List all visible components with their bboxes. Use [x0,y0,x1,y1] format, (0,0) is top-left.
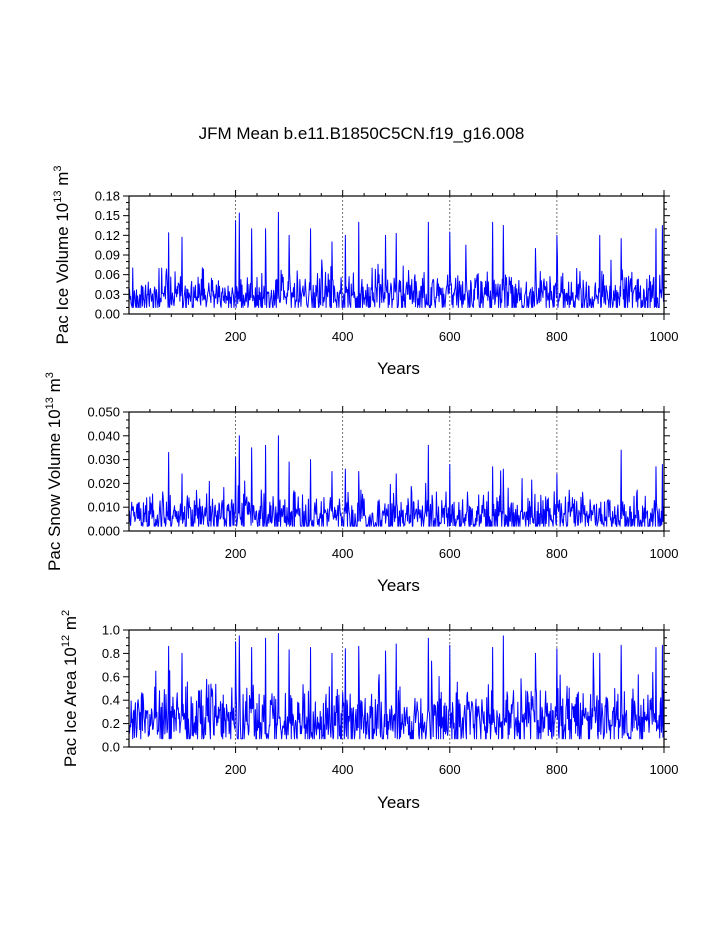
y-tick-label: 0.6 [102,669,120,684]
panel-2: 200 400 600 800 1000 0.000 0.010 0.020 0.030 0.04… [44,372,678,595]
y-tick-label: 1.0 [102,623,120,638]
y-tick-label: 0.8 [102,646,120,661]
y-axis-title: Pac Ice Area 1012 m2 [60,610,80,767]
series-line-pac-ice-area [128,633,665,740]
x-tick-label-400: 400 [332,546,354,561]
y-tick-label: 0.040 [87,428,120,443]
series-line-pac-snow-volume [128,435,665,527]
x-tick-label-400: 400 [332,329,354,344]
y-tick-label: 0.010 [87,500,120,515]
y-axis-title: Pac Ice Volume 1013 m3 [52,165,72,344]
x-tick-label-1000: 1000 [650,329,679,344]
y-tick-label: 0.2 [102,716,120,731]
x-axis-title: Years [377,793,420,812]
y-tick-label: 0.0 [102,740,120,755]
y-tick-label: 0.12 [95,228,120,243]
x-tick-label-200: 200 [225,762,247,777]
y-axis-title-superscript: 3 [44,372,56,378]
y-axis-title-superscript: 12 [60,635,72,647]
plot-frame [128,411,665,532]
y-axis-title-superscript: 3 [52,165,64,171]
page-title: JFM Mean b.e11.B1850C5CN.f19_g16.008 [198,124,525,143]
y-axis-title-part: Pac Ice Volume 10 [53,203,72,345]
y-axis-title-part: m [45,378,64,397]
y-axis-title: Pac Snow Volume 1013 m3 [44,372,64,571]
x-tick-label-600: 600 [439,762,461,777]
y-axis-title-superscript: 13 [44,397,56,409]
x-tick-label-400: 400 [332,762,354,777]
series-line-pac-ice-volume [128,211,665,308]
y-tick-label: 0.030 [87,452,120,467]
y-tick-label: 0.020 [87,476,120,491]
y-axis-title-superscript: 13 [52,191,64,203]
y-axis-title-part: m [53,172,72,191]
x-tick-label-1000: 1000 [650,762,679,777]
x-tick-label-600: 600 [439,546,461,561]
y-tick-label: 0.15 [95,208,120,223]
y-tick-label: 0.000 [87,524,120,539]
y-tick-label: 0.06 [95,267,120,282]
panel-1: 200 400 600 800 1000 0.00 0.03 0.06 0.09 0.12 0.15… [52,165,678,378]
x-tick-label-800: 800 [546,329,568,344]
y-axis-title-superscript: 2 [60,610,72,616]
plot-frame [128,629,665,748]
x-tick-label-200: 200 [225,546,247,561]
x-tick-label-800: 800 [546,762,568,777]
y-tick-label: 0.4 [102,693,120,708]
x-tick-label-1000: 1000 [650,546,679,561]
x-tick-label-600: 600 [439,329,461,344]
y-tick-label: 0.03 [95,287,120,302]
y-tick-label: 0.00 [95,307,120,322]
x-axis-title: Years [377,576,420,595]
y-tick-label: 0.18 [95,189,120,204]
panel-3: 200 400 600 800 1000 0.0 0.2 0.4 0.6 0.8 1.0 Years P… [60,610,678,812]
x-tick-label-800: 800 [546,546,568,561]
x-axis-title: Years [377,359,420,378]
y-axis-title-part: m [61,616,80,635]
y-tick-label: 0.09 [95,248,120,263]
x-tick-label-200: 200 [225,329,247,344]
y-tick-label: 0.050 [87,405,120,420]
y-axis-title-part: Pac Ice Area 10 [61,647,80,767]
y-axis-title-part: Pac Snow Volume 10 [45,409,64,571]
